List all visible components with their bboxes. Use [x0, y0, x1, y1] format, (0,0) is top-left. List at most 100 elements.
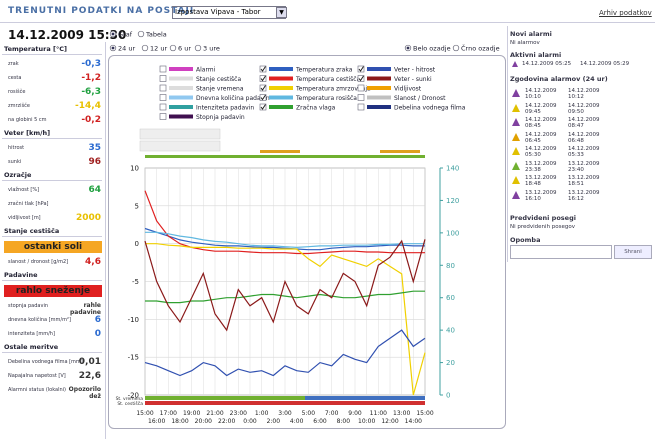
- select-arrow[interactable]: ▼: [276, 7, 287, 18]
- x-tick-label: 8:00: [337, 418, 351, 425]
- radio: [169, 44, 177, 52]
- alarm-history-text: 13.12.2009: [568, 160, 600, 167]
- alarm-history-text: 14.12.2009: [525, 146, 557, 152]
- alarm-history-text: 08:45: [525, 123, 541, 129]
- row-label: Napajalna napetost [V]: [8, 373, 66, 379]
- row-label: vidljivost [m]: [8, 215, 41, 221]
- status-banner: rahlo sneženje: [4, 285, 102, 297]
- alarm-bar: [380, 150, 420, 153]
- archive-link[interactable]: Arhiv podatkov: [599, 9, 652, 17]
- row-label: hitrost: [8, 145, 25, 151]
- row-value: 22,6: [78, 371, 101, 381]
- legend-swatch: [269, 95, 293, 100]
- alarm-icon: [512, 132, 520, 141]
- alarm-history-text: 14.12.2009: [568, 146, 600, 152]
- legend-check: [358, 75, 364, 82]
- x-tick-label: 0:00: [243, 418, 257, 425]
- alarm-history-text: 06:45: [525, 137, 541, 144]
- row-label: sunki: [8, 159, 22, 165]
- row-label: Alarmni status (lokalni): [8, 387, 66, 393]
- alarm-history-text: 14.12.2009: [568, 88, 600, 94]
- alarm-history-text: 14.12.2009: [568, 131, 600, 138]
- legend-swatch: [169, 95, 193, 100]
- legend-entry: Alarmi: [196, 67, 216, 74]
- y-tick-label: -15: [128, 354, 139, 362]
- alarm-history-text: 09:45: [525, 108, 541, 115]
- legend-check: [358, 66, 364, 72]
- legend-checkbox: [159, 94, 167, 101]
- row-value: -0,2: [81, 115, 101, 125]
- y-tick-label: 5: [135, 202, 139, 210]
- series-line: [144, 239, 426, 332]
- section-title: Temperatura [°C]: [4, 45, 67, 53]
- row-value: 0,01: [78, 357, 101, 367]
- legend-swatch: [269, 76, 293, 81]
- legend-entry: Temperatura cestišča: [295, 76, 361, 83]
- y2-tick-label: 40: [446, 327, 455, 335]
- legend-checkbox: [159, 113, 167, 120]
- alarm-history-text: 14.12.2009: [568, 117, 600, 123]
- alarm-history-text: 14.12.2009: [568, 102, 600, 109]
- strip-label: St. cestišča: [117, 400, 143, 407]
- x-tick-label: 16:00: [148, 418, 165, 425]
- radio: [141, 44, 149, 52]
- alarm-icon: [512, 61, 518, 67]
- legend-checkbox: [357, 65, 365, 73]
- alarm-icon: [512, 190, 520, 199]
- alarm-icon: [512, 147, 520, 155]
- legend-checkbox: [357, 94, 365, 101]
- note: Ni alarmov: [510, 40, 540, 46]
- legend-swatch: [169, 76, 193, 81]
- alarm-bar: [260, 150, 300, 153]
- y2-tick-label: 120: [446, 197, 459, 205]
- x-tick-label: 21:00: [206, 410, 223, 417]
- alarm-history-text: 23:40: [568, 166, 584, 173]
- note-input[interactable]: [510, 245, 612, 259]
- save-button[interactable]: Shrani: [614, 245, 652, 259]
- y2-tick-label: 80: [446, 262, 455, 270]
- legend-entry: Zračna vlaga: [296, 105, 336, 112]
- x-tick-label: 11:00: [370, 410, 387, 417]
- row-label: dnevna količina [mm/m²]: [8, 317, 71, 323]
- x-tick-label: 1:00: [255, 410, 269, 417]
- row-label: na globini 5 cm: [8, 117, 47, 123]
- legend-checkbox: [357, 103, 365, 111]
- alarm-history-text: 13.12.2009: [568, 175, 600, 181]
- view-option: Tabela: [145, 30, 167, 38]
- header-bar: [0, 0, 655, 23]
- section-rule: [2, 180, 102, 181]
- strip-label: St. vremena: [116, 396, 144, 402]
- right-panel: [507, 26, 655, 262]
- section-title: Zgodovina alarmov (24 ur): [510, 75, 608, 83]
- bg-option: Črno ozadje: [461, 43, 500, 52]
- row-value: -1,2: [81, 73, 101, 83]
- range-option: 3 ure: [203, 44, 220, 52]
- section-title: Veter [km/h]: [4, 129, 51, 137]
- legend-checkbox: [159, 84, 167, 92]
- alarm-history-text: 18:51: [568, 181, 584, 187]
- row-value: 96: [88, 157, 101, 167]
- legend-swatch: [269, 86, 293, 90]
- legend-entry: Temperatura zraka: [295, 67, 353, 74]
- radio: [452, 44, 460, 52]
- legend-entry: Temperatura rosišča: [295, 95, 357, 102]
- left-panel: [0, 42, 106, 439]
- legend-entry: Dnevna količina padavin: [196, 95, 270, 102]
- alarm-history-text: 13.12.2009: [525, 175, 557, 181]
- section-rule: [2, 352, 102, 353]
- row-value: 35: [88, 143, 101, 153]
- row-label: intenziteta [mm/h]: [8, 331, 55, 337]
- alarm-history-text: 13.12.2009: [568, 189, 600, 196]
- legend-checkbox: [159, 65, 167, 73]
- legend-swatch: [269, 105, 293, 109]
- alarm-history-text: 14.12.2009: [525, 88, 557, 94]
- radio-dot: [111, 32, 115, 36]
- alarm-bar: [145, 155, 425, 158]
- legend-checkbox: [259, 94, 267, 101]
- series-line: [144, 227, 425, 251]
- strip: [145, 401, 425, 405]
- legend-swatch: [367, 105, 391, 109]
- y-tick-label: -10: [128, 316, 139, 324]
- series-line: [144, 329, 426, 377]
